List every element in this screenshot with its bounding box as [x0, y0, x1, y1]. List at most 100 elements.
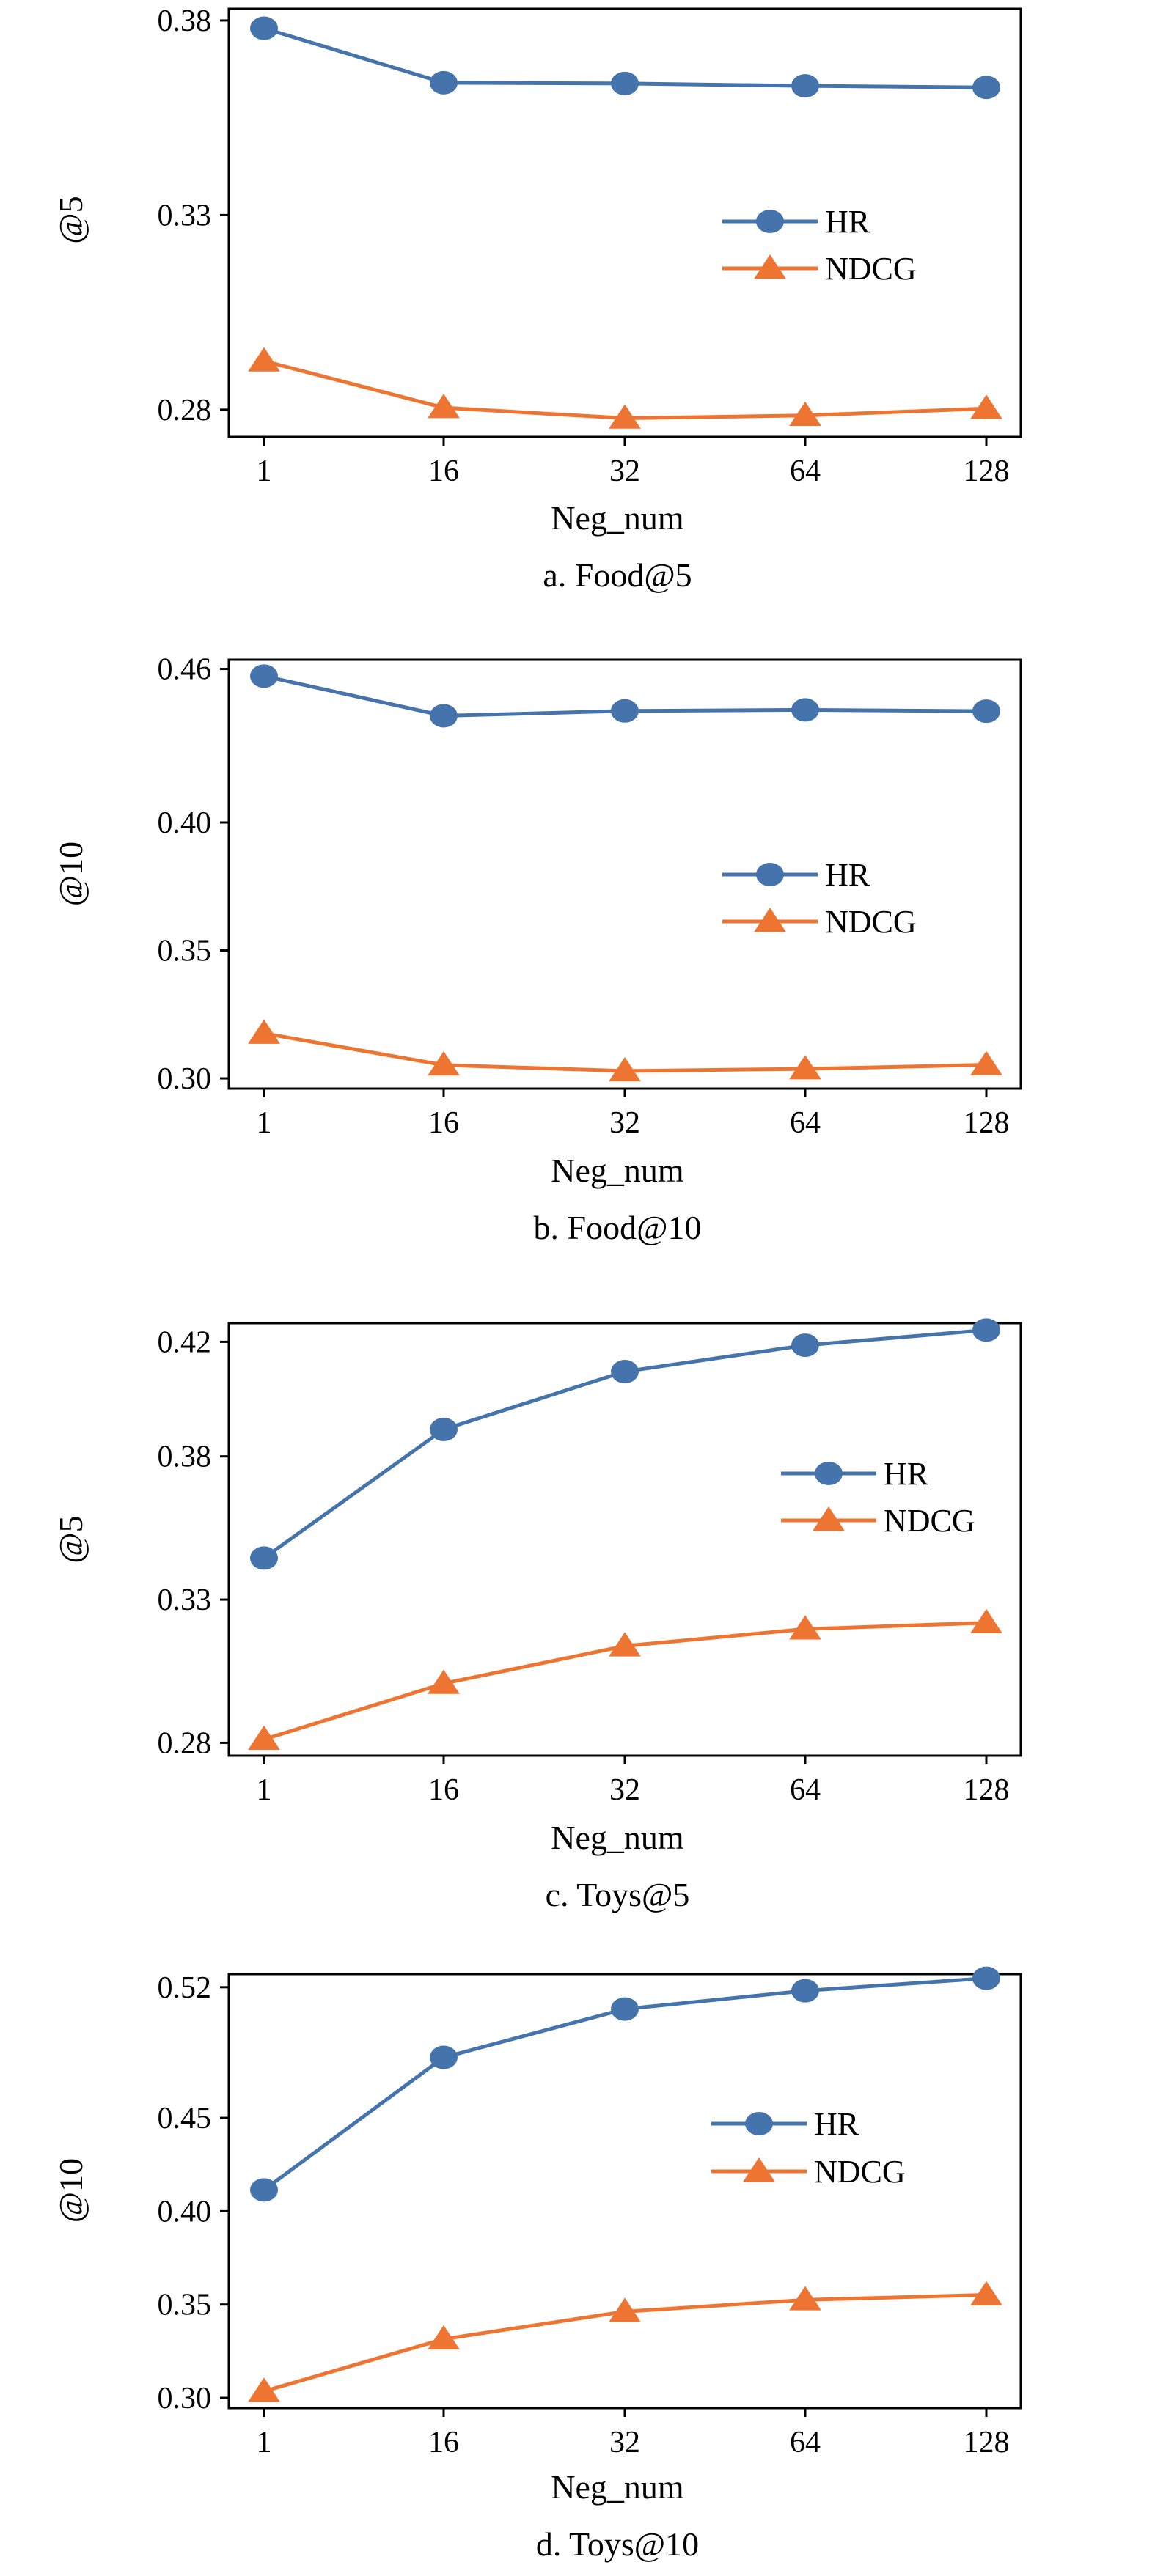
- legend-marker-ndcg: [743, 2157, 775, 2182]
- x-tick-label: 16: [428, 455, 459, 488]
- x-tick-label: 32: [609, 1106, 640, 1140]
- plot-frame: [227, 1322, 1022, 1757]
- data-point-hr: [430, 2045, 458, 2069]
- y-tick-label: 0.52: [158, 1971, 212, 2005]
- data-point-ndcg: [428, 394, 460, 419]
- y-tick-label: 0.42: [158, 1325, 212, 1359]
- data-point-hr: [430, 704, 458, 728]
- y-tick-label: 0.35: [158, 2289, 212, 2322]
- data-point-hr: [611, 699, 639, 723]
- data-point-hr: [250, 664, 278, 688]
- x-tick-label: 64: [790, 1773, 821, 1807]
- data-point-ndcg: [789, 1615, 821, 1640]
- data-point-ndcg: [609, 1056, 641, 1082]
- y-tick-label: 0.38: [158, 4, 212, 38]
- data-point-ndcg: [248, 347, 280, 372]
- figure-caption: a. Food@5: [543, 556, 692, 594]
- x-tick-label: 16: [428, 1773, 459, 1807]
- legend-label-ndcg: NDCG: [884, 1503, 975, 1539]
- x-tick-label: 1: [257, 1773, 272, 1807]
- chart-panel-toys-10: 0.30 0.35 0.40 0.45 0.52 1 16 32 64 128 Neg_num @10…: [52, 1966, 1022, 2563]
- y-axis-title: @10: [52, 842, 89, 906]
- data-point-hr: [972, 1318, 1000, 1342]
- data-point-ndcg: [609, 404, 641, 429]
- y-tick-label: 0.40: [158, 806, 212, 840]
- y-tick-label: 0.33: [158, 1583, 212, 1617]
- x-tick-label: 32: [609, 1773, 640, 1807]
- series-hr: [250, 1966, 1000, 2202]
- data-point-hr: [972, 76, 1000, 100]
- legend-marker-hr: [756, 863, 784, 886]
- y-tick-label: 0.40: [158, 2195, 212, 2229]
- legend: HR NDCG: [722, 204, 917, 287]
- data-point-hr: [972, 1966, 1000, 1990]
- figure-caption: c. Toys@5: [546, 1876, 690, 1913]
- y-tick-label: 0.30: [158, 2382, 212, 2415]
- legend-marker-hr: [745, 2112, 773, 2135]
- y-tick-label: 0.30: [158, 1062, 212, 1096]
- data-point-ndcg: [789, 2286, 821, 2311]
- data-point-hr: [250, 2178, 278, 2202]
- data-point-ndcg: [789, 1055, 821, 1080]
- x-axis-title: Neg_num: [551, 499, 684, 537]
- data-point-ndcg: [248, 1725, 280, 1750]
- data-point-ndcg: [428, 2325, 460, 2350]
- x-tick-label: 128: [964, 1106, 1010, 1140]
- data-point-ndcg: [609, 2297, 641, 2322]
- series-ndcg: [248, 1019, 1002, 1082]
- x-tick-label: 64: [790, 1106, 821, 1140]
- y-tick-label: 0.38: [158, 1440, 212, 1474]
- figure-caption: b. Food@10: [534, 1209, 702, 1246]
- series-hr: [250, 664, 1000, 728]
- y-axis-title: @5: [52, 1515, 89, 1563]
- y-tick-label: 0.45: [158, 2102, 212, 2135]
- legend: HR NDCG: [711, 2106, 906, 2190]
- chart-panel-food-5: 0.28 0.33 0.38 1 16 32 64 128 Neg_num @5 a. Food@5…: [52, 4, 1022, 594]
- data-point-ndcg: [789, 401, 821, 427]
- legend-marker-ndcg: [754, 254, 786, 279]
- legend-marker-hr: [756, 210, 784, 233]
- x-tick-label: 1: [257, 455, 272, 488]
- x-tick-label: 16: [428, 2426, 459, 2459]
- legend-label-ndcg: NDCG: [814, 2154, 906, 2190]
- series-ndcg: [248, 1608, 1002, 1750]
- legend-label-hr: HR: [825, 857, 870, 893]
- y-tick-label: 0.46: [158, 653, 212, 687]
- data-point-ndcg: [609, 1632, 641, 1657]
- x-tick-label: 32: [609, 455, 640, 488]
- y-tick-label: 0.28: [158, 1726, 212, 1760]
- series-hr: [250, 16, 1000, 100]
- y-axis-title: @10: [52, 2158, 89, 2223]
- series-hr: [250, 1318, 1000, 1570]
- data-point-hr: [972, 699, 1000, 724]
- x-tick-label: 128: [964, 1773, 1010, 1807]
- x-axis-title: Neg_num: [551, 1819, 684, 1856]
- data-point-hr: [430, 1417, 458, 1441]
- y-tick-label: 0.28: [158, 394, 212, 427]
- data-point-ndcg: [428, 1669, 460, 1694]
- legend-label-hr: HR: [825, 204, 870, 240]
- y-tick-label: 0.35: [158, 935, 212, 968]
- legend-marker-hr: [815, 1462, 843, 1485]
- legend: HR NDCG: [722, 857, 917, 940]
- legend-label-ndcg: NDCG: [825, 251, 917, 287]
- data-point-hr: [791, 1333, 819, 1358]
- legend-marker-ndcg: [813, 1506, 845, 1531]
- x-tick-label: 1: [257, 1106, 272, 1140]
- data-point-ndcg: [248, 2377, 280, 2402]
- x-tick-label: 128: [964, 2426, 1010, 2459]
- chart-panel-food-10: 0.30 0.35 0.40 0.46 1 16 32 64 128 Neg_num @10 b. F…: [52, 653, 1022, 1246]
- plot-frame: [227, 658, 1022, 1090]
- data-point-hr: [611, 1360, 639, 1384]
- y-tick-label: 0.33: [158, 199, 212, 232]
- data-point-hr: [611, 1997, 639, 2021]
- data-point-hr: [250, 16, 278, 40]
- data-point-ndcg: [248, 1019, 280, 1044]
- data-point-hr: [611, 71, 639, 95]
- x-tick-label: 32: [609, 2426, 640, 2459]
- x-tick-label: 128: [964, 455, 1010, 488]
- legend-label-hr: HR: [884, 1456, 929, 1492]
- chart-panel-toys-5: 0.28 0.33 0.38 0.42 1 16 32 64 128 Neg_num @5 c. To…: [52, 1318, 1022, 1913]
- x-tick-label: 64: [790, 455, 821, 488]
- data-point-hr: [791, 698, 819, 722]
